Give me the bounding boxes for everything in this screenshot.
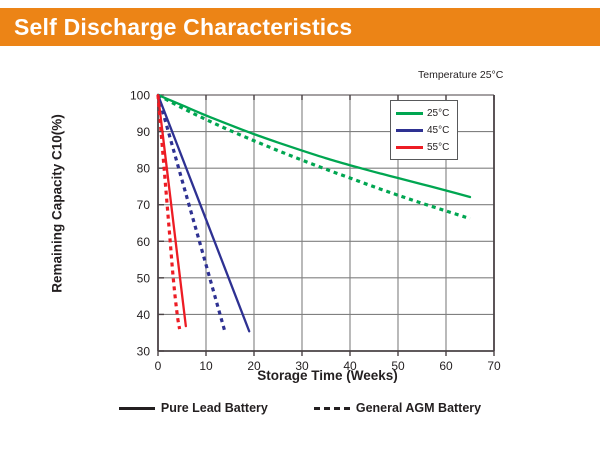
style-legend-item-pure-lead: Pure Lead Battery (118, 401, 268, 415)
x-tick-label: 50 (391, 359, 405, 373)
solid-line-swatch (118, 406, 155, 410)
y-tick-label: 40 (137, 308, 151, 322)
style-legend-item-general-agm: General AGM Battery (313, 401, 482, 415)
legend-line-25c (396, 112, 423, 115)
data-series-group (156, 93, 472, 334)
y-tick-label: 50 (137, 271, 151, 285)
series-line-2 (156, 93, 251, 333)
series-line-4 (156, 93, 187, 328)
x-axis-title: Storage Time (Weeks) (257, 368, 398, 383)
x-tick-label: 20 (247, 359, 261, 373)
y-tick-label: 100 (130, 89, 150, 103)
y-tick-label: 80 (137, 162, 151, 176)
series-line-5 (156, 94, 182, 330)
chart-plot-svg: 0 10 20 30 40 50 60 70 30 40 50 60 70 80 90 100 (130, 89, 501, 374)
x-tick-label: 60 (439, 359, 453, 373)
legend-line-55c (396, 146, 423, 149)
y-tick-label: 30 (137, 345, 151, 359)
x-tick-label: 40 (343, 359, 357, 373)
y-tick-label: 70 (137, 198, 151, 212)
series-line-1 (157, 93, 471, 221)
series-line-3 (156, 94, 227, 334)
axis-frame (157, 94, 495, 352)
legend-item-55c: 55°C (396, 139, 452, 156)
x-tick-label: 30 (295, 359, 309, 373)
legend-label-55c: 55°C (427, 142, 450, 153)
legend-label-45c: 45°C (427, 125, 450, 136)
temperature-annotation: Temperature 25°C (418, 69, 504, 81)
y-tick-labels: 30 40 50 60 70 80 90 100 (130, 89, 150, 359)
x-tick-label: 10 (199, 359, 213, 373)
y-tick-label: 60 (137, 235, 151, 249)
series-line-0 (156, 93, 472, 199)
x-tick-label: 70 (487, 359, 501, 373)
page-title: Self Discharge Characteristics (14, 13, 353, 40)
x-tick-labels: 0 10 20 30 40 50 60 70 (155, 359, 501, 373)
legend-line-45c (396, 129, 423, 132)
series-legend-box: 25°C 45°C 55°C (390, 100, 458, 160)
y-axis-title: Remaining Capacity C10(%) (49, 114, 65, 293)
legend-item-45c: 45°C (396, 122, 452, 139)
legend-item-25c: 25°C (396, 105, 452, 122)
chart-container: 0 10 20 30 40 50 60 70 30 40 50 60 70 80 90 100 Temper… (0, 46, 600, 451)
legend-label-25c: 25°C (427, 108, 450, 119)
style-legend-label-general-agm: General AGM Battery (355, 401, 482, 415)
style-legend: Pure Lead Battery General AGM Battery (0, 401, 600, 415)
style-legend-label-pure-lead: Pure Lead Battery (160, 401, 268, 415)
dashed-line-swatch (313, 406, 350, 410)
y-tick-label: 90 (137, 125, 151, 139)
x-tick-label: 0 (155, 359, 162, 373)
header-banner: Self Discharge Characteristics (0, 8, 600, 46)
